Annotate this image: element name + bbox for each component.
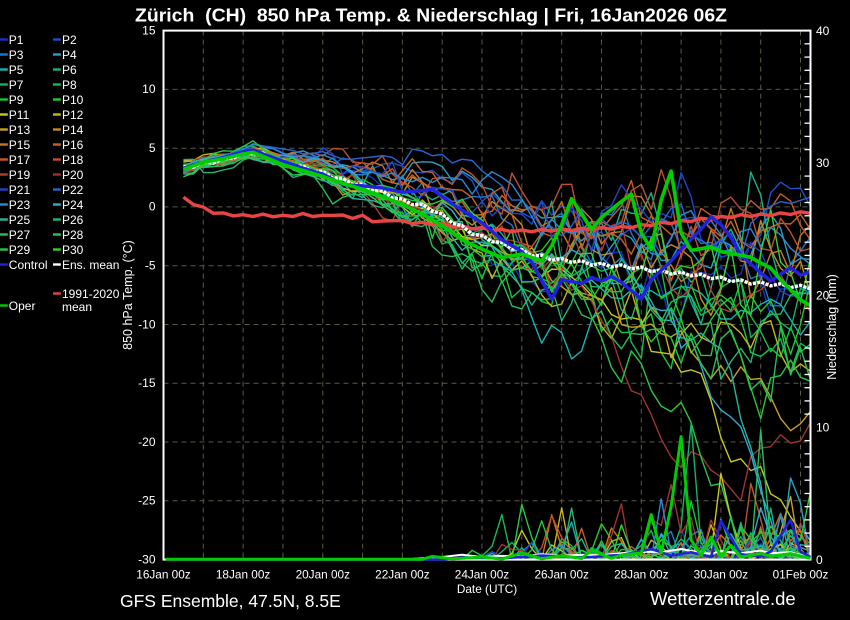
svg-text:-30: -30 xyxy=(138,552,156,566)
svg-text:850 hPa Temp. (°C): 850 hPa Temp. (°C) xyxy=(121,240,135,350)
svg-text:P6: P6 xyxy=(62,63,77,77)
svg-text:Date (UTC): Date (UTC) xyxy=(457,582,517,596)
svg-text:10: 10 xyxy=(816,421,830,435)
svg-text:P21: P21 xyxy=(9,183,31,197)
svg-text:P8: P8 xyxy=(62,78,77,92)
svg-text:10: 10 xyxy=(142,82,156,96)
svg-text:P30: P30 xyxy=(62,243,84,257)
svg-text:GFS Ensemble, 47.5N, 8.5E: GFS Ensemble, 47.5N, 8.5E xyxy=(120,591,341,611)
svg-text:01Feb 00z: 01Feb 00z xyxy=(773,568,829,582)
svg-text:P23: P23 xyxy=(9,198,31,212)
svg-text:mean: mean xyxy=(62,300,92,314)
svg-text:-25: -25 xyxy=(138,494,156,508)
svg-text:30Jan 00z: 30Jan 00z xyxy=(694,568,749,582)
svg-text:26Jan 00z: 26Jan 00z xyxy=(534,568,589,582)
svg-text:-15: -15 xyxy=(138,376,156,390)
svg-text:P11: P11 xyxy=(9,108,30,122)
svg-text:P15: P15 xyxy=(9,138,31,152)
svg-text:20Jan 00z: 20Jan 00z xyxy=(296,568,351,582)
svg-text:40: 40 xyxy=(816,24,830,38)
svg-text:Wetterzentrale.de: Wetterzentrale.de xyxy=(650,588,796,609)
svg-text:P3: P3 xyxy=(9,48,24,62)
svg-text:P10: P10 xyxy=(62,93,84,107)
svg-text:P22: P22 xyxy=(62,183,84,197)
svg-text:20: 20 xyxy=(816,288,830,302)
svg-text:P2: P2 xyxy=(62,33,77,47)
svg-text:P19: P19 xyxy=(9,168,31,182)
svg-text:1991-2020: 1991-2020 xyxy=(62,287,120,301)
svg-text:-20: -20 xyxy=(138,435,156,449)
svg-text:P26: P26 xyxy=(62,213,84,227)
svg-text:-5: -5 xyxy=(145,259,156,273)
svg-text:P16: P16 xyxy=(62,138,84,152)
svg-text:P14: P14 xyxy=(62,123,84,137)
svg-text:Zürich (CH) 850 hPa Temp. &: Zürich (CH) 850 hPa Temp. & Niederschlag… xyxy=(135,6,727,26)
svg-text:P27: P27 xyxy=(9,228,31,242)
svg-text:P5: P5 xyxy=(9,63,24,77)
svg-text:5: 5 xyxy=(149,141,156,155)
svg-text:P1: P1 xyxy=(9,33,24,47)
svg-text:P18: P18 xyxy=(62,153,84,167)
svg-text:Control: Control xyxy=(9,258,48,272)
svg-text:P7: P7 xyxy=(9,78,24,92)
svg-text:30: 30 xyxy=(816,156,830,170)
svg-text:Ens. mean: Ens. mean xyxy=(62,258,119,272)
svg-text:16Jan 00z: 16Jan 00z xyxy=(136,568,191,582)
svg-text:Niederschlag (mm): Niederschlag (mm) xyxy=(825,274,839,380)
svg-text:15: 15 xyxy=(142,23,156,37)
svg-text:24Jan 00z: 24Jan 00z xyxy=(455,568,510,582)
svg-text:0: 0 xyxy=(149,200,156,214)
svg-text:P12: P12 xyxy=(62,108,84,122)
svg-text:28Jan 00z: 28Jan 00z xyxy=(614,568,669,582)
svg-text:P24: P24 xyxy=(62,198,84,212)
svg-text:-10: -10 xyxy=(138,317,156,331)
svg-text:P17: P17 xyxy=(9,153,31,167)
svg-text:P29: P29 xyxy=(9,243,31,257)
svg-text:Oper: Oper xyxy=(9,299,36,313)
svg-text:P20: P20 xyxy=(62,168,84,182)
svg-text:22Jan 00z: 22Jan 00z xyxy=(375,568,430,582)
svg-text:P25: P25 xyxy=(9,213,31,227)
svg-text:P28: P28 xyxy=(62,228,84,242)
svg-text:P4: P4 xyxy=(62,48,77,62)
svg-text:18Jan 00z: 18Jan 00z xyxy=(216,568,271,582)
svg-text:P13: P13 xyxy=(9,123,31,137)
svg-text:0: 0 xyxy=(816,553,823,567)
svg-text:P9: P9 xyxy=(9,93,24,107)
